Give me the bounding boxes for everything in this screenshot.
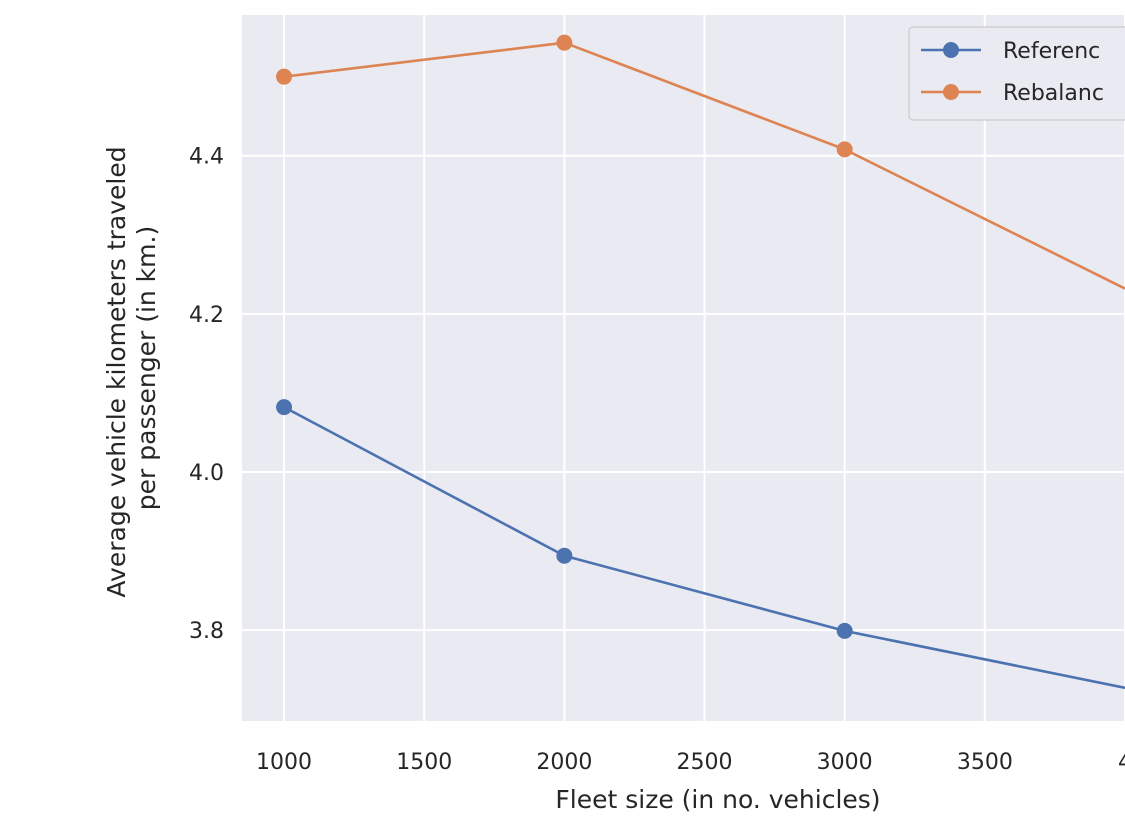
x-axis-ticks: 1000 1500 2000 2500 3000 3500 4: [256, 750, 1125, 775]
x-tick-label: 1000: [256, 750, 312, 775]
legend: Referenc Rebalanc: [908, 26, 1125, 121]
series-line-rebalancing: [283, 41, 1125, 290]
data-point-rebalancing: [556, 34, 573, 51]
data-point-reference: [276, 399, 293, 416]
y-axis-label-line-2: per passenger (in km.): [132, 226, 161, 510]
x-tick-label: 2500: [677, 750, 733, 775]
data-point-reference: [556, 547, 573, 564]
y-axis-label-line-1: Average vehicle kilometers traveled: [102, 146, 131, 597]
series-lines: [276, 34, 1125, 690]
data-point-reference: [836, 622, 853, 639]
data-point-rebalancing: [836, 141, 853, 158]
y-tick-label: 3.8: [189, 619, 224, 644]
legend-marker-rebalancing: [943, 84, 959, 100]
y-tick-label: 4.0: [189, 461, 224, 486]
x-tick-label: 2000: [536, 750, 592, 775]
plot-area-background: [242, 15, 1125, 721]
data-point-rebalancing: [276, 68, 293, 85]
x-tick-label: 1500: [396, 750, 452, 775]
legend-label-rebalancing: Rebalanc: [1003, 81, 1104, 106]
legend-label-reference: Referenc: [1003, 39, 1100, 64]
y-tick-label: 4.2: [189, 303, 224, 328]
series-line-reference: [283, 405, 1125, 690]
legend-marker-reference: [943, 42, 959, 58]
x-tick-label: 3000: [817, 750, 873, 775]
x-tick-label: 3500: [957, 750, 1013, 775]
x-tick-label: 4: [1118, 750, 1125, 775]
y-axis-label: Average vehicle kilometers traveled per …: [102, 138, 161, 597]
y-tick-label: 4.4: [189, 145, 224, 170]
grid-lines: [242, 15, 1125, 721]
y-axis-ticks: 3.8 4.0 4.2 4.4: [189, 145, 224, 644]
x-axis-label: Fleet size (in no. vehicles): [555, 785, 880, 814]
